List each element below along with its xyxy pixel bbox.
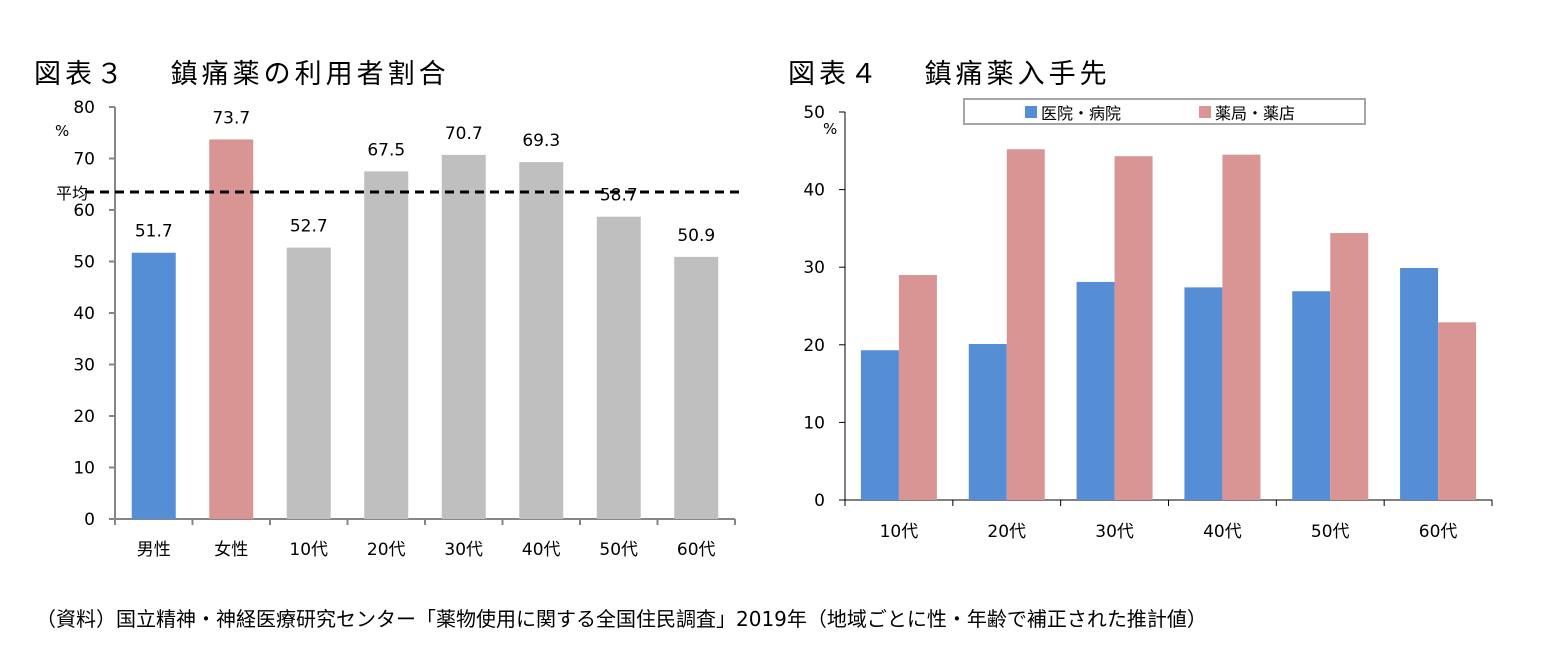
chart2-bar-pharmacy [1438, 322, 1477, 500]
chart2-title: 図表４ 鎮痛薬入手先 [788, 59, 1111, 90]
chart2-legend-label: 薬局・薬店 [1215, 104, 1295, 123]
chart1-y-tick-label: 80 [73, 98, 95, 118]
source-note: （資料）国立精神・神経医療研究センター「薬物使用に関する全国住民調査」2019年… [36, 607, 1207, 631]
chart2-y-tick-label: 0 [814, 491, 825, 511]
chart2-x-tick-label: 30代 [1095, 522, 1134, 542]
chart1-y-unit: % [55, 122, 69, 140]
chart1-bar [596, 216, 641, 519]
chart2-bar-pharmacy [1330, 233, 1369, 500]
chart1-x-tick-label: 50代 [599, 540, 638, 560]
chart2-bar-clinic [1292, 291, 1331, 500]
chart2-y-tick-label: 50 [803, 103, 825, 123]
chart1-data-label: 69.3 [522, 131, 560, 151]
chart1-data-label: 50.9 [677, 226, 715, 246]
chart1-average-label: 平均 [56, 184, 88, 203]
chart1-title: 図表３ 鎮痛薬の利用者割合 [34, 59, 450, 90]
chart1-x-tick-label: 20代 [367, 540, 406, 560]
chart1-y-tick-label: 10 [73, 459, 95, 479]
chart1-y-tick-label: 50 [73, 253, 95, 273]
chart2-bar-clinic [968, 344, 1007, 500]
chart1-bar [209, 139, 254, 519]
chart1-data-label: 70.7 [445, 124, 483, 144]
chart1-bar [131, 252, 176, 519]
chart2-y-tick-label: 20 [803, 336, 825, 356]
chart1-x-tick-label: 男性 [137, 540, 171, 560]
chart1-bar [674, 256, 719, 519]
chart1-y-tick-label: 60 [73, 201, 95, 221]
chart2-legend-label: 医院・病院 [1041, 104, 1121, 123]
chart1-bar [364, 171, 409, 519]
chart2-x-tick-label: 60代 [1419, 522, 1458, 542]
chart2-bar-clinic [1400, 267, 1439, 500]
chart2-bar-pharmacy [1006, 149, 1045, 501]
chart1-data-label: 73.7 [212, 108, 250, 128]
chart2-x-tick-label: 50代 [1311, 522, 1350, 542]
chart2-legend-swatch [1025, 106, 1037, 118]
chart1-x-tick-label: 60代 [677, 540, 716, 560]
chart2-bar-pharmacy [1114, 156, 1153, 500]
chart1-bar [441, 154, 486, 519]
chart2-bar-pharmacy [1222, 154, 1261, 500]
chart1-y-tick-label: 70 [73, 150, 95, 170]
chart1-bar [519, 162, 564, 520]
chart2-x-tick-label: 40代 [1203, 522, 1242, 542]
chart2-legend-swatch [1199, 106, 1211, 118]
chart2-y-tick-label: 10 [803, 413, 825, 433]
chart2-legend-box [963, 98, 1366, 125]
chart1-x-tick-label: 30代 [444, 540, 483, 560]
chart1-x-tick-label: 女性 [214, 540, 248, 560]
chart2-bar-clinic [1184, 287, 1223, 500]
chart2-y-tick-label: 30 [803, 258, 825, 278]
chart2-x-tick-label: 20代 [987, 522, 1026, 542]
chart2-x-tick-label: 10代 [880, 522, 919, 542]
chart1-x-tick-label: 40代 [522, 540, 561, 560]
chart1-x-tick-label: 10代 [289, 540, 328, 560]
chart1-y-tick-label: 40 [73, 304, 95, 324]
chart1-y-tick-label: 30 [73, 356, 95, 376]
chart1-bar [286, 247, 331, 519]
chart1-y-tick-label: 0 [84, 510, 95, 530]
chart2-y-unit: % [823, 120, 837, 138]
chart2-bar-pharmacy [898, 274, 937, 500]
chart1-data-label: 58.7 [600, 186, 638, 206]
chart1-y-tick-label: 20 [73, 407, 95, 427]
chart2-y-tick-label: 40 [803, 181, 825, 201]
chart1-data-label: 52.7 [290, 217, 328, 237]
chart2-bar-clinic [1076, 281, 1115, 500]
chart1-data-label: 51.7 [135, 222, 173, 242]
chart1-data-label: 67.5 [367, 140, 405, 160]
chart2-bar-clinic [860, 350, 899, 500]
